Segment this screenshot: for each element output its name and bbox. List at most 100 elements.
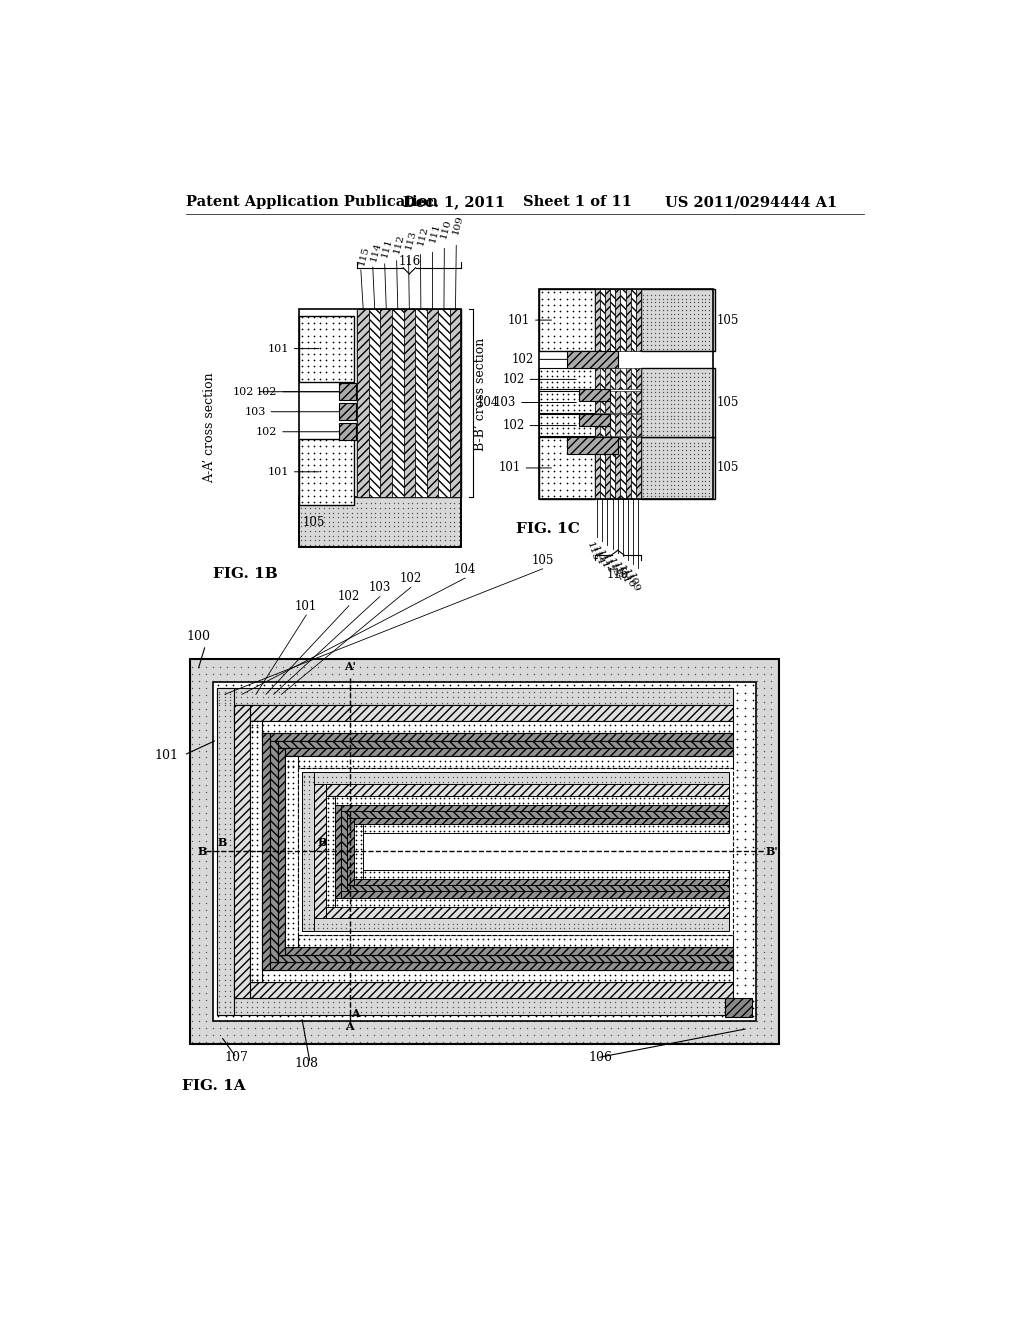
Text: 111: 111 [428, 222, 441, 243]
Bar [579, 414, 610, 425]
Bar [234, 705, 250, 998]
Text: 105: 105 [531, 553, 554, 566]
Bar [250, 721, 262, 982]
Bar [392, 309, 403, 498]
Bar [217, 998, 732, 1015]
Bar [353, 824, 362, 879]
Bar [270, 954, 732, 962]
Text: 102: 102 [503, 372, 577, 385]
Bar [278, 748, 286, 954]
Text: B-B’ cross section: B-B’ cross section [474, 338, 487, 450]
Text: 112: 112 [600, 553, 615, 574]
Bar [539, 368, 595, 389]
Text: 111: 111 [595, 549, 609, 570]
Bar [298, 768, 732, 935]
Text: B: B [217, 837, 226, 847]
Bar [725, 998, 752, 1016]
Text: 101: 101 [267, 343, 318, 354]
Bar [314, 907, 729, 919]
Bar [600, 289, 605, 351]
Text: 102: 102 [503, 418, 577, 432]
Bar [335, 805, 729, 812]
Text: 104: 104 [454, 562, 476, 576]
Bar [615, 414, 621, 436]
Bar [600, 368, 605, 389]
Text: 103: 103 [369, 581, 391, 594]
Text: 102: 102 [256, 387, 340, 397]
Text: B: B [317, 837, 327, 847]
Bar [250, 721, 732, 733]
Bar [286, 935, 732, 946]
Bar [262, 733, 732, 741]
Bar [595, 289, 600, 351]
Bar [450, 309, 461, 498]
Bar [381, 309, 392, 498]
Text: Dec. 1, 2011: Dec. 1, 2011 [403, 195, 505, 209]
Bar [610, 414, 615, 436]
Bar [234, 705, 732, 721]
Text: 101: 101 [508, 314, 552, 326]
Text: FIG. 1C: FIG. 1C [515, 521, 580, 536]
Bar [270, 741, 732, 748]
Text: 106: 106 [589, 1051, 612, 1064]
Bar [600, 437, 605, 499]
Bar [262, 962, 732, 970]
Bar [415, 309, 427, 498]
Bar [326, 796, 335, 907]
Bar [610, 289, 615, 351]
Text: 102: 102 [256, 426, 340, 437]
Text: FIG. 1B: FIG. 1B [213, 566, 278, 581]
Text: FIG. 1A: FIG. 1A [182, 1078, 246, 1093]
Text: 102: 102 [512, 352, 588, 366]
Bar [234, 982, 732, 998]
Bar [213, 682, 756, 1020]
Text: 112: 112 [416, 226, 430, 247]
Text: 113: 113 [605, 557, 621, 578]
Text: 104: 104 [477, 396, 499, 409]
Bar [626, 289, 631, 351]
Text: 102: 102 [232, 387, 340, 397]
Bar [610, 368, 615, 389]
Bar [595, 414, 600, 436]
Bar [299, 440, 354, 506]
Text: 110: 110 [621, 568, 636, 590]
Bar [438, 309, 450, 498]
Bar [539, 289, 713, 499]
Bar [595, 391, 600, 412]
Bar [286, 756, 298, 946]
Bar [605, 437, 610, 499]
Bar [605, 289, 610, 351]
Bar [262, 733, 270, 970]
Bar [636, 368, 641, 389]
Text: 100: 100 [186, 631, 210, 644]
Bar [190, 659, 779, 1044]
Bar [631, 368, 636, 389]
Bar [326, 796, 729, 805]
Text: 105: 105 [716, 396, 738, 409]
Text: 113: 113 [404, 230, 418, 251]
Bar [353, 824, 729, 833]
Text: 111: 111 [381, 238, 394, 259]
Bar [621, 391, 626, 412]
Bar [621, 289, 626, 351]
Bar [539, 437, 595, 499]
Bar [539, 289, 595, 351]
Bar [326, 898, 729, 907]
Bar [605, 414, 610, 436]
Text: Sheet 1 of 11: Sheet 1 of 11 [523, 195, 632, 209]
Text: 105: 105 [302, 516, 325, 529]
Bar [566, 437, 617, 454]
Text: B': B' [765, 846, 777, 857]
Bar [341, 886, 729, 891]
Bar [339, 424, 356, 441]
Text: 112: 112 [610, 561, 626, 582]
Bar [631, 391, 636, 412]
Text: A-A’ cross section: A-A’ cross section [203, 372, 216, 483]
Bar [621, 368, 626, 389]
Text: 115: 115 [585, 541, 599, 562]
Bar [595, 368, 600, 389]
Bar [615, 368, 621, 389]
Text: 110: 110 [439, 218, 454, 239]
Text: 114: 114 [369, 240, 383, 263]
Text: 103: 103 [245, 407, 340, 417]
